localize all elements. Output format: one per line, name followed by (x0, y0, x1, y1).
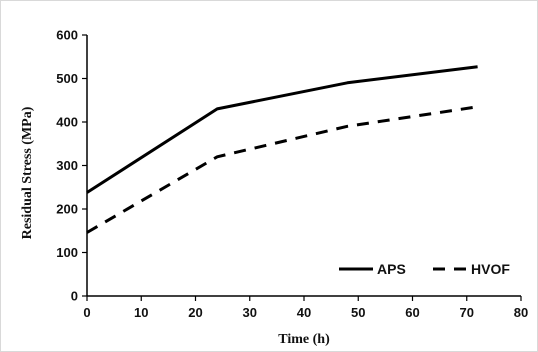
y-tick-label: 300 (56, 158, 78, 173)
x-tick-label: 0 (83, 305, 90, 320)
x-tick-label: 10 (134, 305, 148, 320)
ticks: 0 100 200 300 400 500 600 0 10 20 30 40 50 60 70 80 (56, 28, 528, 321)
y-tick-label: 200 (56, 202, 78, 217)
x-tick-label: 50 (351, 305, 365, 320)
x-tick-label: 40 (297, 305, 311, 320)
series-layer (86, 65, 478, 234)
y-tick-label: 400 (56, 115, 78, 130)
x-tick-label: 60 (405, 305, 419, 320)
y-axis-title-group: Residual Stress (MPa) (20, 106, 35, 239)
y-tick-label: 0 (71, 289, 78, 304)
y-tick-label: 100 (56, 245, 78, 260)
legend: APS HVOF (339, 261, 510, 277)
x-tick-label: 70 (460, 305, 474, 320)
series-line-aps (86, 65, 478, 194)
x-tick-label: 20 (188, 305, 202, 320)
legend-label-hvof: HVOF (471, 261, 510, 277)
legend-label-aps: APS (377, 261, 406, 277)
y-tick-label: 500 (56, 71, 78, 86)
y-axis-title: Residual Stress (MPa) (20, 106, 35, 239)
axes (86, 35, 521, 297)
series-line-hvof (86, 105, 478, 234)
x-tick-label: 80 (514, 305, 528, 320)
x-tick-label: 30 (243, 305, 257, 320)
x-axis-title: Time (h) (278, 332, 330, 347)
y-tick-label: 600 (56, 28, 78, 43)
